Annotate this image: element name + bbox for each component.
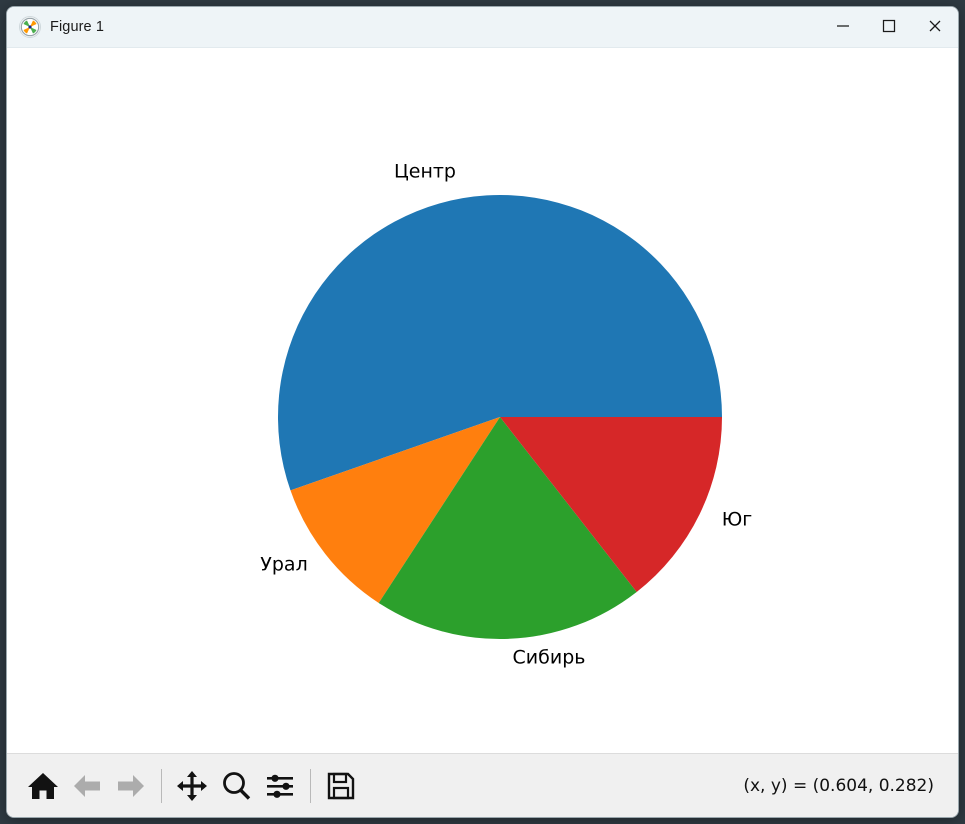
figure-canvas-area[interactable]: Центр Урал Сибирь Юг	[7, 48, 958, 753]
pie-slice-label: Центр	[394, 161, 456, 183]
save-button[interactable]	[319, 762, 363, 810]
maximize-button[interactable]	[866, 7, 912, 47]
pie-slice-label: Урал	[260, 554, 307, 576]
pan-button[interactable]	[170, 762, 214, 810]
toolbar-separator	[310, 768, 311, 803]
back-button[interactable]	[65, 762, 109, 810]
pie-slice	[278, 194, 722, 491]
navigation-toolbar: (x, y) = (0.604, 0.282)	[7, 753, 958, 817]
configure-subplots-button[interactable]	[258, 762, 302, 810]
pie-slice	[378, 417, 637, 639]
left-arrow-icon	[72, 771, 102, 801]
figure-canvas[interactable]: Центр Урал Сибирь Юг	[7, 48, 958, 753]
window-title: Figure 1	[50, 19, 104, 35]
floppy-disk-icon	[326, 771, 356, 801]
pie-slice	[500, 417, 722, 592]
sliders-icon	[265, 771, 295, 801]
pie-slice-label: Сибирь	[513, 647, 586, 669]
minimize-button[interactable]	[820, 7, 866, 47]
zoom-button[interactable]	[214, 762, 258, 810]
window-controls	[820, 7, 958, 47]
pie-labels: Центр Урал Сибирь Юг	[260, 161, 752, 669]
toolbar-separator	[161, 768, 162, 803]
pie-slices	[278, 194, 722, 639]
pie-slice-label: Юг	[722, 509, 753, 531]
move-icon	[176, 770, 208, 802]
matplotlib-icon	[19, 16, 41, 38]
figure-window: Figure 1 Центр Урал Сиб	[6, 6, 959, 818]
home-button[interactable]	[21, 762, 65, 810]
maximize-icon	[881, 18, 897, 37]
pie-chart: Центр Урал Сибирь Юг	[260, 161, 752, 669]
magnifier-icon	[220, 770, 252, 802]
window-titlebar: Figure 1	[7, 7, 958, 48]
minimize-icon	[835, 18, 851, 37]
close-icon	[927, 18, 943, 37]
close-button[interactable]	[912, 7, 958, 47]
home-icon	[27, 770, 59, 802]
forward-button[interactable]	[109, 762, 153, 810]
coordinate-readout: (x, y) = (0.604, 0.282)	[743, 775, 934, 796]
pie-slice	[290, 417, 500, 603]
right-arrow-icon	[116, 771, 146, 801]
